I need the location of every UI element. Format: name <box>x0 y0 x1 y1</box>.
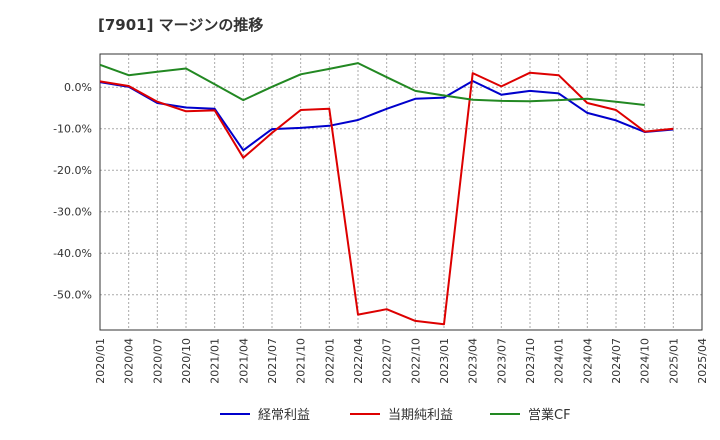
y-tick-label: -50.0% <box>53 289 92 302</box>
x-tick-label: 2021/01 <box>209 338 222 384</box>
x-tick-label: 2020/01 <box>94 338 107 384</box>
x-tick-label: 2020/07 <box>151 338 164 384</box>
grid <box>99 54 703 330</box>
x-tick-label: 2022/04 <box>352 338 365 384</box>
x-tick-label: 2023/07 <box>495 338 508 384</box>
x-tick-label: 2024/01 <box>553 338 566 384</box>
x-tick-label: 2022/10 <box>409 338 422 384</box>
series-lines <box>99 62 674 326</box>
x-tick-label: 2025/04 <box>696 338 709 384</box>
plot-area <box>100 54 702 330</box>
legend-label-0: 経常利益 <box>258 408 310 423</box>
x-tick-label: 2023/10 <box>524 338 537 384</box>
axes: 0.0% -10.0% -20.0% -30.0% -40.0% -50.0% 2020/0… <box>53 53 709 384</box>
series-line-2 <box>99 62 645 106</box>
x-tick-label: 2021/07 <box>266 338 279 384</box>
x-tick-label: 2020/10 <box>180 338 193 384</box>
y-tick-label: -30.0% <box>53 206 92 219</box>
y-tick-label: -20.0% <box>53 164 92 177</box>
x-tick-label: 2025/01 <box>667 338 680 384</box>
plot-frame <box>99 53 703 331</box>
series-line-0 <box>99 80 674 152</box>
series-line-1 <box>99 71 674 326</box>
x-tick-label: 2024/04 <box>581 338 594 384</box>
y-tick-label: 0.0% <box>64 81 92 94</box>
legend-label-2: 営業CF <box>528 407 571 423</box>
legend-label-1: 当期純利益 <box>388 408 453 423</box>
y-tick-label: -40.0% <box>53 247 92 260</box>
x-tick-label: 2020/04 <box>123 338 136 384</box>
x-tick-label: 2022/07 <box>381 338 394 384</box>
x-tick-label: 2021/10 <box>295 338 308 384</box>
chart-title: [7901] マージンの推移 <box>98 16 263 34</box>
x-tick-label: 2024/10 <box>639 338 652 384</box>
x-tick-label: 2024/07 <box>610 338 623 384</box>
x-tick-label: 2023/04 <box>467 338 480 384</box>
x-tick-label: 2023/01 <box>438 338 451 384</box>
x-tick-label: 2022/01 <box>323 338 336 384</box>
x-tick-label: 2021/04 <box>237 338 250 384</box>
legend: 経常利益 当期純利益 営業CF <box>220 407 571 423</box>
y-tick-label: -10.0% <box>53 123 92 136</box>
